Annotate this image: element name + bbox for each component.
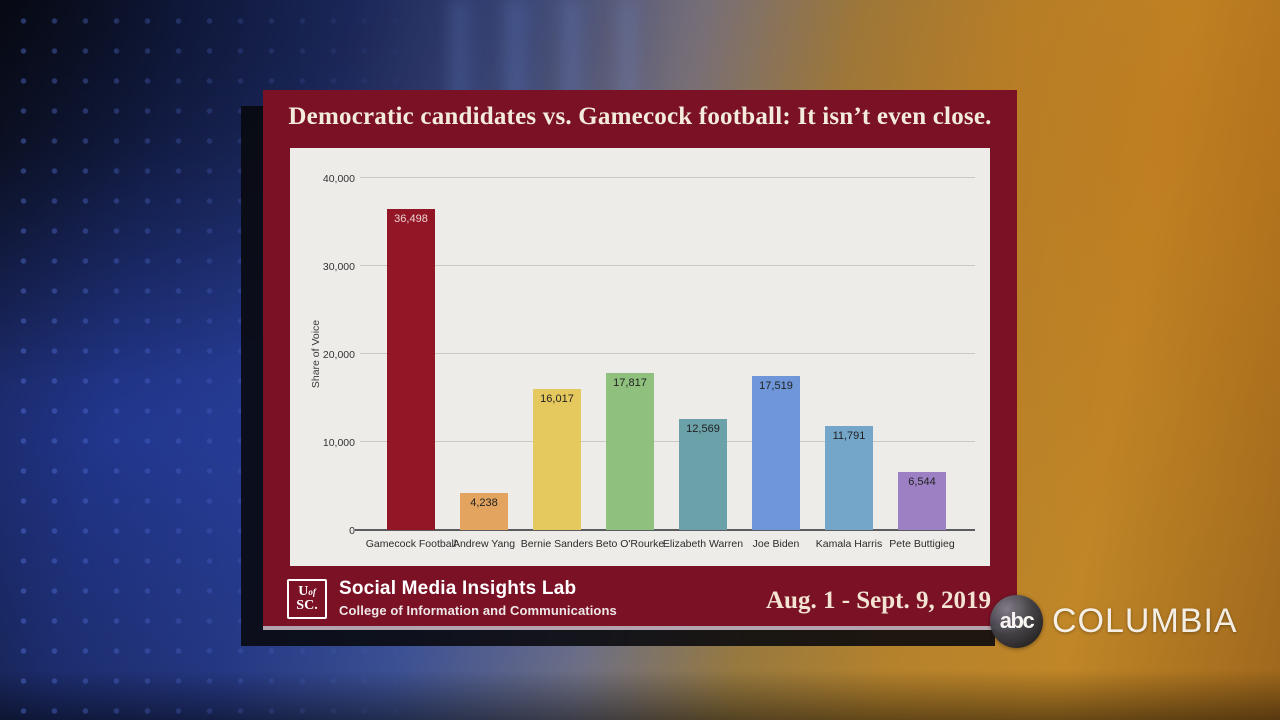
gridline xyxy=(360,353,975,354)
bar: 16,017 xyxy=(533,389,581,530)
bar: 12,569 xyxy=(679,419,727,530)
x-category-label: Gamecock Football xyxy=(365,538,457,550)
slide-footer: Uof SC. Social Media Insights Lab Colleg… xyxy=(287,578,991,619)
bar-value-label: 16,017 xyxy=(540,393,574,405)
y-tick-label: 30,000 xyxy=(322,261,355,273)
bar-value-label: 11,791 xyxy=(832,430,866,442)
y-tick-label: 40,000 xyxy=(322,173,355,185)
gridline xyxy=(360,177,975,178)
bar: 6,544 xyxy=(898,472,946,530)
bar-value-label: 17,817 xyxy=(613,377,647,389)
chart-title: Democratic candidates vs. Gamecock footb… xyxy=(288,103,992,130)
lab-text-block: Social Media Insights Lab College of Inf… xyxy=(339,578,617,618)
x-category-label: Elizabeth Warren xyxy=(662,538,744,550)
bar-value-label: 12,569 xyxy=(686,423,720,435)
y-tick-label: 10,000 xyxy=(322,437,355,449)
x-category-label: Andrew Yang xyxy=(452,538,516,550)
x-category-label: Beto O'Rourke xyxy=(595,538,665,550)
abc-logo-text: abc xyxy=(999,607,1035,633)
bar: 17,519 xyxy=(752,376,800,530)
presentation-slide: Democratic candidates vs. Gamecock footb… xyxy=(263,90,1017,630)
bar: 11,791 xyxy=(825,426,873,530)
bar-value-label: 17,519 xyxy=(759,380,793,392)
abc-logo: abc xyxy=(990,595,1043,648)
plot-area: 0 10,000 20,000 30,000 40,000 36,498 Gamecock … xyxy=(323,173,975,550)
x-axis-baseline xyxy=(355,529,975,531)
bar: 17,817 xyxy=(606,373,654,530)
y-tick-label: 20,000 xyxy=(322,349,355,361)
abc-columbia-watermark: abc COLUMBIA xyxy=(990,595,1238,648)
college-name: College of Information and Communication… xyxy=(339,602,617,618)
bar: 36,498 xyxy=(387,209,435,530)
y-tick-label: 0 xyxy=(349,525,355,537)
x-category-label: Pete Buttigieg xyxy=(889,538,955,550)
station-name: COLUMBIA xyxy=(1052,602,1238,640)
uofsc-logo-line2: SC. xyxy=(296,598,318,613)
gridline xyxy=(360,265,975,266)
lab-name: Social Media Insights Lab xyxy=(339,578,577,599)
x-category-label: Joe Biden xyxy=(752,538,800,550)
bar-value-label: 6,544 xyxy=(908,476,936,488)
bar-value-label: 36,498 xyxy=(394,213,428,225)
x-category-label: Kamala Harris xyxy=(815,538,883,550)
uofsc-logo-line1: Uof xyxy=(298,583,316,599)
chart-panel: Share of Voice 0 10,000 20,000 30,000 40,000… xyxy=(290,148,990,566)
uofsc-logo: Uof SC. xyxy=(287,579,327,619)
x-category-label: Bernie Sanders xyxy=(520,538,594,550)
gridline xyxy=(360,441,975,442)
bar-value-label: 4,238 xyxy=(470,497,498,509)
date-range: Aug. 1 - Sept. 9, 2019 xyxy=(765,587,991,614)
bar: 4,238 xyxy=(460,493,508,530)
